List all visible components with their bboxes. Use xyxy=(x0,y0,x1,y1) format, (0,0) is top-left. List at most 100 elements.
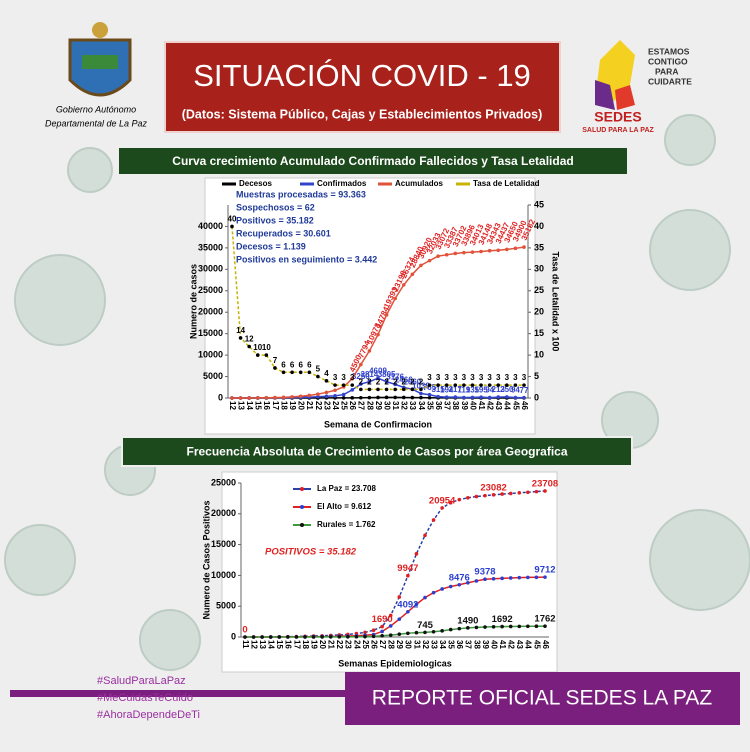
y-tick-label: 5000 xyxy=(203,371,223,381)
data-point xyxy=(294,635,299,639)
x-tick-label: 23 xyxy=(322,401,331,410)
x-tick-label: 41 xyxy=(477,401,486,410)
data-point xyxy=(457,582,462,587)
x-tick-label: 32 xyxy=(421,640,430,649)
data-point xyxy=(277,635,282,639)
data-point xyxy=(346,635,350,639)
data-point xyxy=(526,490,530,495)
y-axis-label: Numero de casos xyxy=(188,264,198,339)
data-point xyxy=(367,349,372,353)
data-point xyxy=(505,247,509,252)
x-tick-label: 46 xyxy=(520,401,529,410)
annotation: Positivos en seguimiento = 3.442 xyxy=(236,254,377,264)
data-label: 3 xyxy=(350,373,355,382)
x-tick-label: 21 xyxy=(305,401,314,410)
data-label: 3 xyxy=(453,373,458,382)
data-point xyxy=(230,224,234,229)
data-label: 3 xyxy=(479,373,484,382)
x-tick-label: 28 xyxy=(387,640,396,649)
data-point xyxy=(376,332,380,337)
data-point xyxy=(238,396,243,400)
data-label: 3 xyxy=(522,373,527,382)
data-point xyxy=(380,633,384,638)
data-label: 10 xyxy=(253,343,262,352)
x-tick-label: 38 xyxy=(451,401,460,410)
data-label: 250 xyxy=(500,385,514,394)
data-point xyxy=(243,635,247,639)
x-tick-label: 44 xyxy=(524,640,533,649)
legend-marker xyxy=(300,523,304,527)
data-label: 2060 xyxy=(403,377,421,386)
data-point xyxy=(367,379,372,384)
data-point xyxy=(508,576,513,580)
y-tick-label: 15000 xyxy=(211,539,236,549)
data-point xyxy=(324,379,329,383)
data-point xyxy=(419,263,423,268)
data-point xyxy=(431,590,436,595)
x-tick-label: 18 xyxy=(301,640,310,649)
y2-tick-label: 10 xyxy=(534,349,544,359)
chart-title-box xyxy=(117,146,629,176)
data-point xyxy=(517,624,522,629)
data-point xyxy=(324,394,329,399)
data-point xyxy=(431,629,436,634)
data-point xyxy=(273,395,277,400)
chart-panel xyxy=(204,177,536,435)
data-point xyxy=(397,617,402,621)
y2-tick-label: 25 xyxy=(534,285,544,295)
data-point xyxy=(496,248,501,253)
x-tick-label: 40 xyxy=(489,640,498,649)
x-tick-label: 26 xyxy=(369,640,378,649)
y2-tick-label: 15 xyxy=(534,328,544,338)
x-tick-label: 24 xyxy=(331,401,340,410)
data-label: 3 xyxy=(487,373,492,382)
data-point xyxy=(448,584,453,589)
data-label: 94 xyxy=(511,386,520,395)
data-point xyxy=(513,395,518,400)
data-label: 3 xyxy=(505,373,510,382)
data-point xyxy=(251,635,256,639)
data-label: 3250 xyxy=(352,372,370,381)
data-label: 5 xyxy=(316,365,321,374)
y-tick-label: 0 xyxy=(218,392,223,402)
x-tick-label: 42 xyxy=(486,401,495,410)
x-tick-label: 14 xyxy=(267,640,276,649)
legend-label: El Alto = 9.612 xyxy=(317,502,372,511)
data-label: 7 xyxy=(273,356,278,365)
data-label: 4609 xyxy=(369,366,387,375)
x-tick-label: 27 xyxy=(357,401,366,410)
legend-label: Confirmados xyxy=(317,179,367,188)
data-label: 6 xyxy=(281,360,286,369)
x-tick-label: 13 xyxy=(258,640,267,649)
data-point xyxy=(462,395,466,400)
data-label: 213 xyxy=(492,385,506,394)
x-tick-label: 11 xyxy=(241,640,250,649)
data-label: 3 xyxy=(333,373,338,382)
chart-panel xyxy=(221,471,558,673)
x-tick-label: 15 xyxy=(275,640,284,649)
x-tick-label: 46 xyxy=(541,640,550,649)
x-tick-label: 22 xyxy=(314,401,323,410)
data-point xyxy=(307,370,312,375)
data-point xyxy=(427,395,432,400)
data-point xyxy=(333,383,337,387)
data-point xyxy=(371,628,376,633)
y2-tick-label: 40 xyxy=(534,221,544,231)
data-point xyxy=(500,492,504,496)
data-label: 23082 xyxy=(480,482,506,493)
data-point xyxy=(380,629,384,634)
data-point xyxy=(474,625,479,630)
logo-text: Departamental de La Paz xyxy=(45,118,148,128)
data-point xyxy=(311,635,316,639)
y-tick-label: 10000 xyxy=(211,570,236,580)
virus-decor xyxy=(4,114,750,671)
x-tick-label: 17 xyxy=(271,401,280,410)
y-tick-label: 20000 xyxy=(211,508,236,518)
annotation: Sospechosos = 62 xyxy=(236,202,315,212)
data-point xyxy=(431,518,436,522)
data-point xyxy=(410,395,415,400)
data-point xyxy=(534,624,539,629)
data-point xyxy=(350,376,355,381)
data-label: 6 xyxy=(290,360,295,369)
data-point xyxy=(448,627,453,632)
